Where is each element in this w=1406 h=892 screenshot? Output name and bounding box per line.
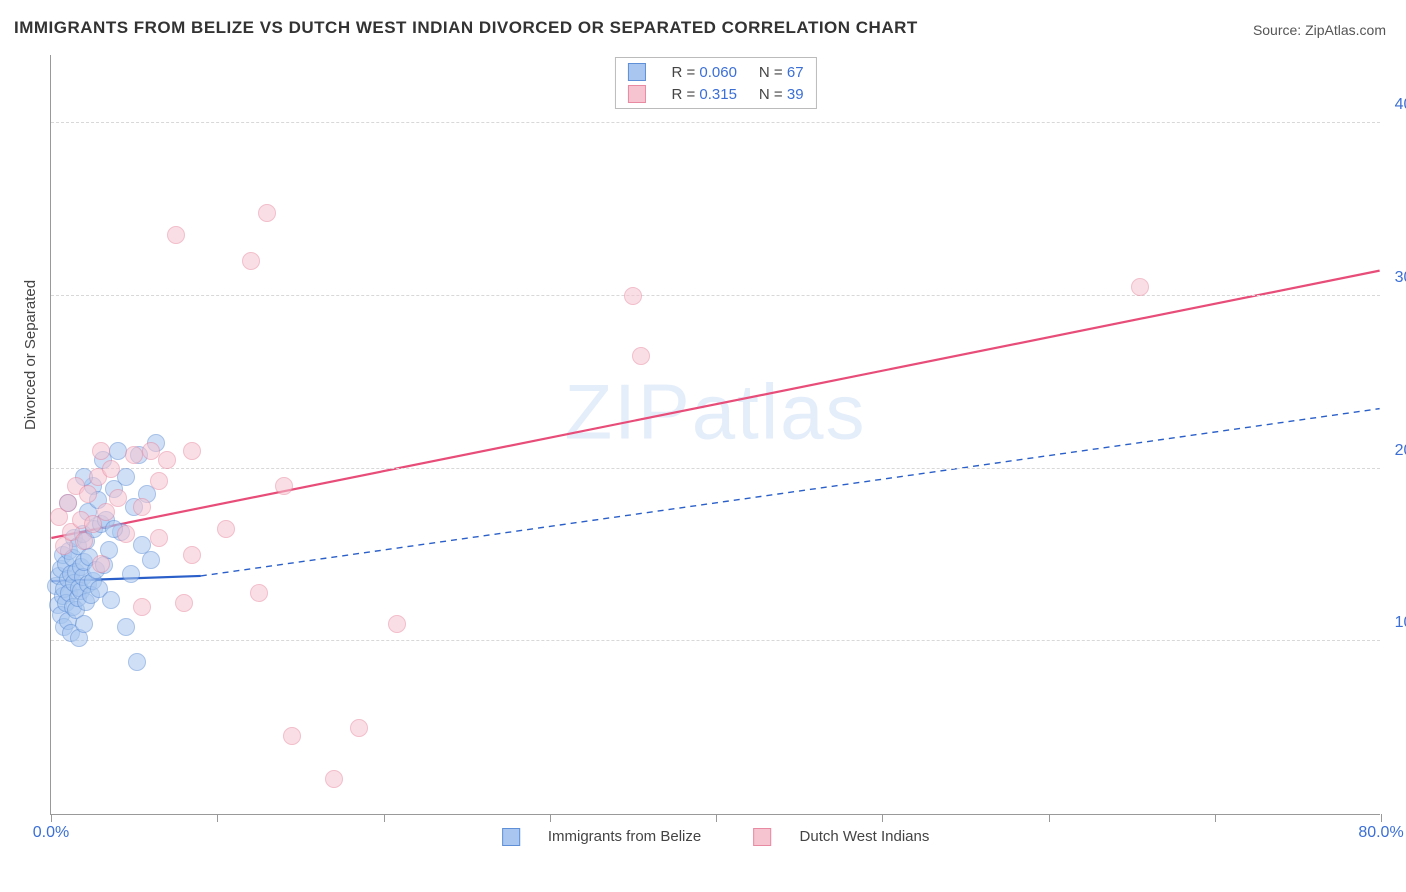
data-point bbox=[275, 477, 293, 495]
x-tick bbox=[217, 814, 218, 822]
data-point bbox=[142, 442, 160, 460]
data-point bbox=[109, 442, 127, 460]
source-label: Source: ZipAtlas.com bbox=[1253, 22, 1386, 38]
y-tick-label: 10.0% bbox=[1395, 614, 1406, 632]
chart-title: IMMIGRANTS FROM BELIZE VS DUTCH WEST IND… bbox=[14, 18, 918, 38]
data-point bbox=[632, 347, 650, 365]
data-point bbox=[133, 598, 151, 616]
data-point bbox=[217, 520, 235, 538]
data-point bbox=[167, 226, 185, 244]
data-point bbox=[59, 494, 77, 512]
data-point bbox=[242, 252, 260, 270]
correlation-legend: R = 0.060 N = 67 R = 0.315 N = 39 bbox=[614, 57, 816, 109]
data-point bbox=[133, 498, 151, 516]
x-tick bbox=[550, 814, 551, 822]
watermark: ZIPatlas bbox=[564, 366, 866, 457]
gridline bbox=[51, 468, 1380, 469]
x-tick bbox=[882, 814, 883, 822]
x-tick bbox=[1381, 814, 1382, 822]
gridline bbox=[51, 295, 1380, 296]
data-point bbox=[117, 618, 135, 636]
data-point bbox=[109, 489, 127, 507]
y-tick-label: 20.0% bbox=[1395, 442, 1406, 460]
data-point bbox=[128, 653, 146, 671]
x-tick-label: 0.0% bbox=[33, 824, 69, 842]
data-point bbox=[175, 594, 193, 612]
x-tick bbox=[1215, 814, 1216, 822]
data-point bbox=[92, 442, 110, 460]
data-point bbox=[150, 529, 168, 547]
data-point bbox=[250, 584, 268, 602]
plot-area: ZIPatlas R = 0.060 N = 67 R = 0.315 N = … bbox=[50, 55, 1380, 815]
data-point bbox=[388, 615, 406, 633]
data-point bbox=[117, 525, 135, 543]
data-point bbox=[92, 555, 110, 573]
swatch-icon bbox=[627, 63, 645, 81]
series-legend: Immigrants from Belize Dutch West Indian… bbox=[478, 828, 954, 846]
legend-label: Immigrants from Belize bbox=[548, 828, 701, 845]
data-point bbox=[183, 546, 201, 564]
data-point bbox=[102, 460, 120, 478]
trend-lines bbox=[51, 55, 1380, 814]
data-point bbox=[125, 446, 143, 464]
legend-row-series2: R = 0.315 N = 39 bbox=[617, 84, 813, 104]
data-point bbox=[624, 287, 642, 305]
data-point bbox=[325, 770, 343, 788]
x-tick-label: 80.0% bbox=[1358, 824, 1403, 842]
data-point bbox=[183, 442, 201, 460]
gridline bbox=[51, 122, 1380, 123]
x-tick bbox=[384, 814, 385, 822]
y-tick-label: 30.0% bbox=[1395, 269, 1406, 287]
legend-label: Dutch West Indians bbox=[800, 828, 930, 845]
swatch-icon bbox=[502, 828, 520, 846]
data-point bbox=[158, 451, 176, 469]
data-point bbox=[102, 591, 120, 609]
data-point bbox=[350, 719, 368, 737]
swatch-icon bbox=[753, 828, 771, 846]
data-point bbox=[1131, 278, 1149, 296]
data-point bbox=[283, 727, 301, 745]
legend-row-series1: R = 0.060 N = 67 bbox=[617, 62, 813, 82]
data-point bbox=[150, 472, 168, 490]
swatch-icon bbox=[627, 85, 645, 103]
x-tick bbox=[51, 814, 52, 822]
y-axis-label: Divorced or Separated bbox=[22, 280, 39, 430]
data-point bbox=[258, 204, 276, 222]
y-tick-label: 40.0% bbox=[1395, 96, 1406, 114]
x-tick bbox=[716, 814, 717, 822]
data-point bbox=[142, 551, 160, 569]
x-tick bbox=[1049, 814, 1050, 822]
data-point bbox=[122, 565, 140, 583]
data-point bbox=[75, 532, 93, 550]
data-point bbox=[75, 615, 93, 633]
data-point bbox=[79, 485, 97, 503]
gridline bbox=[51, 640, 1380, 641]
